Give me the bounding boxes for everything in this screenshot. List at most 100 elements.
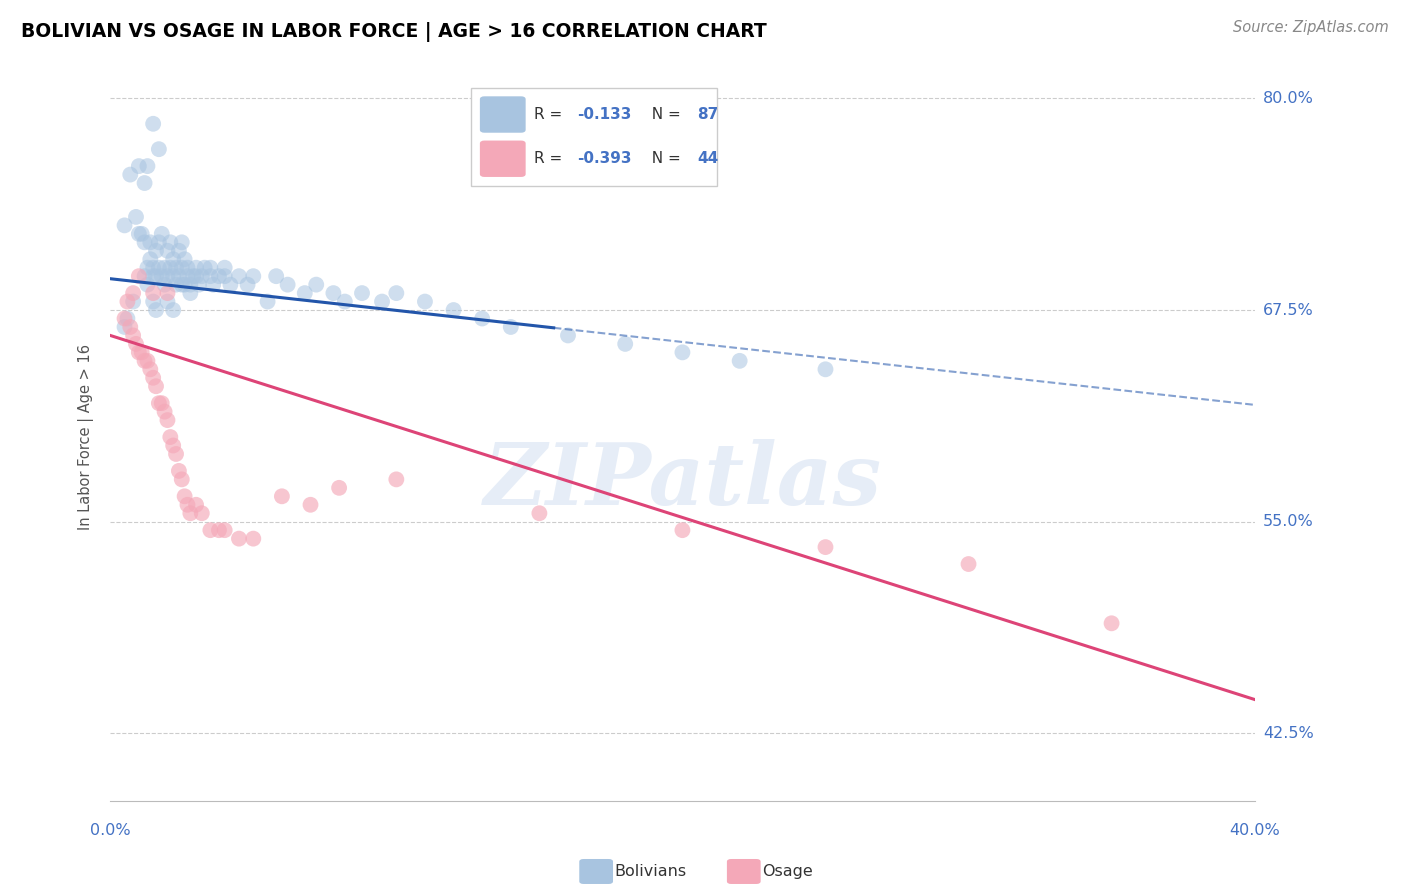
Point	[350, 286, 373, 301]
Point	[529, 506, 551, 520]
Point	[614, 337, 637, 351]
Point	[159, 235, 181, 250]
Point	[200, 260, 222, 275]
Text: Bolivians: Bolivians	[614, 864, 686, 879]
Point	[671, 345, 693, 359]
Point	[139, 362, 162, 376]
Point	[228, 532, 250, 546]
Point	[162, 269, 184, 284]
FancyBboxPatch shape	[471, 87, 717, 186]
Point	[150, 396, 173, 410]
Y-axis label: In Labor Force | Age > 16: In Labor Force | Age > 16	[79, 344, 94, 530]
Point	[148, 260, 170, 275]
Point	[167, 244, 190, 258]
Point	[131, 345, 153, 359]
Point	[270, 489, 292, 503]
Point	[159, 260, 181, 275]
Point	[128, 345, 150, 359]
Text: -0.393: -0.393	[576, 152, 631, 166]
Point	[179, 286, 201, 301]
Point	[179, 277, 201, 292]
Point	[264, 269, 287, 284]
Point	[1101, 616, 1123, 631]
Point	[305, 277, 328, 292]
Point	[236, 277, 259, 292]
Point	[148, 142, 170, 156]
Point	[136, 159, 159, 173]
Point	[134, 176, 156, 190]
Point	[299, 498, 322, 512]
Point	[328, 481, 350, 495]
Point	[114, 320, 136, 334]
Point	[136, 277, 159, 292]
FancyBboxPatch shape	[479, 141, 526, 177]
Point	[134, 269, 156, 284]
Point	[167, 464, 190, 478]
Text: 80.0%: 80.0%	[1263, 91, 1315, 106]
Point	[385, 472, 408, 486]
Point	[557, 328, 579, 343]
Point	[142, 294, 165, 309]
Point	[139, 252, 162, 267]
Point	[142, 371, 165, 385]
Point	[128, 227, 150, 241]
Point	[117, 294, 139, 309]
Point	[256, 294, 278, 309]
Point	[176, 498, 198, 512]
Point	[957, 557, 980, 571]
FancyBboxPatch shape	[479, 96, 526, 133]
Point	[162, 252, 184, 267]
Point	[371, 294, 394, 309]
Point	[122, 294, 145, 309]
Point	[214, 260, 236, 275]
Point	[200, 523, 222, 537]
Text: 42.5%: 42.5%	[1263, 726, 1315, 741]
Point	[165, 260, 187, 275]
Text: 55.0%: 55.0%	[1263, 514, 1315, 529]
Point	[142, 286, 165, 301]
Point	[443, 303, 465, 318]
Point	[814, 362, 837, 376]
Point	[131, 227, 153, 241]
Text: ZIPatlas: ZIPatlas	[484, 439, 882, 523]
Point	[165, 447, 187, 461]
Point	[125, 210, 148, 224]
Point	[156, 269, 179, 284]
Point	[728, 354, 751, 368]
Point	[242, 269, 264, 284]
Point	[150, 227, 173, 241]
Point	[471, 311, 494, 326]
Point	[176, 260, 198, 275]
Point	[671, 523, 693, 537]
Point	[200, 269, 222, 284]
Point	[128, 269, 150, 284]
Point	[156, 294, 179, 309]
Point	[120, 320, 142, 334]
Point	[122, 328, 145, 343]
Point	[322, 286, 344, 301]
Point	[125, 337, 148, 351]
Text: N =: N =	[643, 152, 686, 166]
Point	[156, 413, 179, 427]
Text: BOLIVIAN VS OSAGE IN LABOR FORCE | AGE > 16 CORRELATION CHART: BOLIVIAN VS OSAGE IN LABOR FORCE | AGE >…	[21, 22, 766, 42]
Point	[184, 498, 207, 512]
Point	[333, 294, 356, 309]
Point	[179, 506, 201, 520]
Point	[214, 523, 236, 537]
Point	[184, 269, 207, 284]
Point	[242, 532, 264, 546]
Text: R =: R =	[534, 107, 567, 122]
Point	[181, 269, 204, 284]
Point	[162, 438, 184, 452]
Point	[145, 379, 167, 393]
Point	[128, 159, 150, 173]
Point	[148, 235, 170, 250]
Point	[219, 277, 242, 292]
Text: 40.0%: 40.0%	[1229, 823, 1279, 838]
Point	[114, 219, 136, 233]
Point	[162, 303, 184, 318]
Point	[385, 286, 408, 301]
Point	[413, 294, 436, 309]
Point	[142, 117, 165, 131]
Point	[165, 277, 187, 292]
